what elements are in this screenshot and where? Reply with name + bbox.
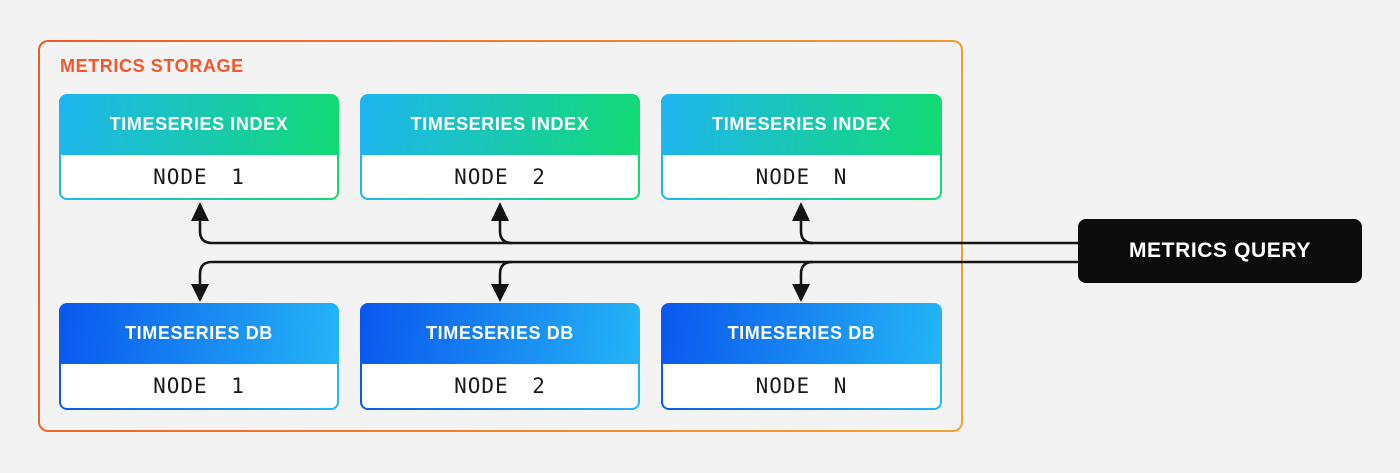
metrics-storage-label: METRICS STORAGE: [60, 56, 244, 76]
timeseries-index-title: TIMESERIES INDEX: [410, 114, 590, 134]
node-label: NODE N: [663, 364, 940, 408]
node-label: NODE N: [663, 155, 940, 198]
timeseries-db-title: TIMESERIES DB: [727, 323, 876, 343]
node-label: NODE 1: [61, 155, 337, 198]
node-label: NODE 1: [61, 364, 337, 408]
timeseries-db-node-2: TIMESERIES DB NODE 2: [360, 303, 640, 410]
node-label: NODE 2: [362, 155, 638, 198]
timeseries-db-title: TIMESERIES DB: [125, 323, 273, 343]
timeseries-index-title: TIMESERIES INDEX: [712, 114, 891, 134]
timeseries-db-node-n: TIMESERIES DB NODE N: [661, 303, 942, 410]
timeseries-db-title: TIMESERIES DB: [426, 323, 574, 343]
timeseries-db-node-1: TIMESERIES DB NODE 1: [59, 303, 339, 410]
metrics-query-box: METRICS QUERY: [1078, 219, 1362, 283]
metrics-query-label: METRICS QUERY: [1128, 239, 1312, 262]
timeseries-index-title: TIMESERIES INDEX: [109, 114, 289, 134]
node-label: NODE 2: [362, 364, 638, 408]
timeseries-index-node-1: TIMESERIES INDEX NODE 1: [59, 94, 339, 200]
timeseries-index-node-n: TIMESERIES INDEX NODE N: [661, 94, 942, 200]
timeseries-index-node-2: TIMESERIES INDEX NODE 2: [360, 94, 640, 200]
